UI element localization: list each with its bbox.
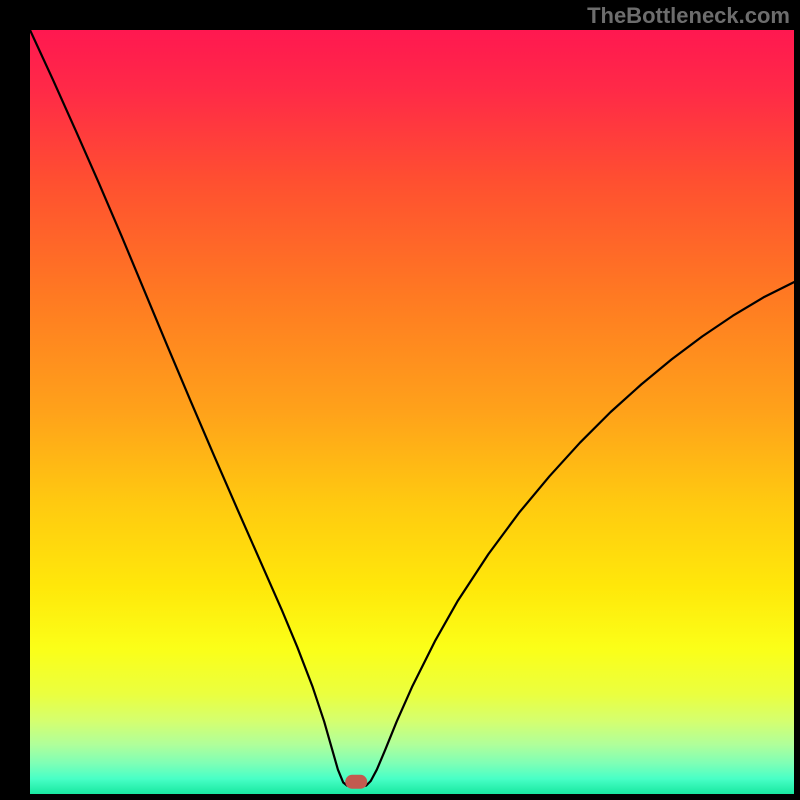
watermark-text: TheBottleneck.com	[587, 3, 790, 29]
plot-background	[30, 30, 794, 794]
plot-area	[30, 30, 794, 794]
plot-svg	[30, 30, 794, 794]
figure-frame: TheBottleneck.com	[0, 0, 800, 800]
min-marker	[345, 775, 367, 789]
